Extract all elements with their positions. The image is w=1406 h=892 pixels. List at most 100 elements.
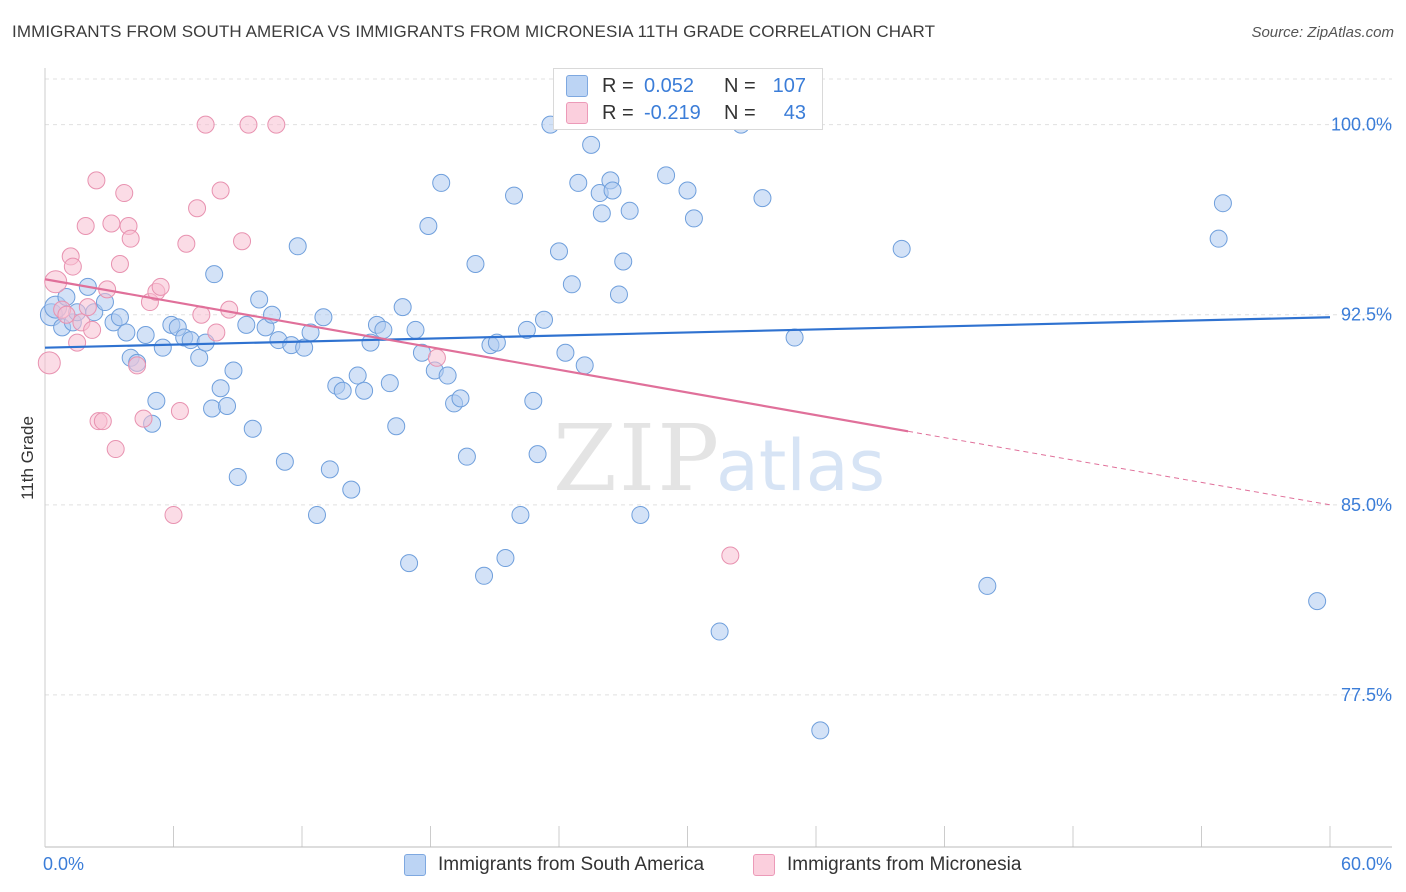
point-micronesia <box>151 277 170 296</box>
point-micronesia <box>164 505 183 524</box>
point-south-america <box>524 391 543 410</box>
point-south-america <box>348 366 367 385</box>
point-south-america <box>243 419 262 438</box>
point-micronesia <box>207 323 226 342</box>
point-south-america <box>295 338 314 357</box>
point-south-america <box>190 348 209 367</box>
point-micronesia <box>188 199 207 218</box>
point-south-america <box>535 310 554 329</box>
point-south-america <box>224 361 243 380</box>
watermark-atlas: atlas <box>716 425 885 507</box>
point-south-america <box>355 381 374 400</box>
point-micronesia <box>121 229 140 248</box>
point-south-america <box>631 505 650 524</box>
point-south-america <box>753 189 772 208</box>
point-south-america <box>374 320 393 339</box>
trend-line-micronesia <box>44 278 909 433</box>
tick-labels: 0.0% 60.0% 100.0% 92.5% 85.0% 77.5% <box>43 115 1392 874</box>
point-micronesia <box>93 412 112 431</box>
point-south-america <box>1213 194 1232 213</box>
point-micronesia <box>83 320 102 339</box>
point-south-america <box>117 323 136 342</box>
point-south-america <box>205 265 224 284</box>
point-south-america <box>288 237 307 256</box>
stats-legend: R = 0.052 N = 107 R = -0.219 N = 43 <box>553 68 823 130</box>
n-label: N = <box>724 101 756 124</box>
point-south-america <box>592 204 611 223</box>
legend-swatch-pink <box>566 102 588 124</box>
point-south-america <box>406 320 425 339</box>
point-south-america <box>320 460 339 479</box>
point-south-america <box>400 554 419 573</box>
point-south-america <box>1308 592 1327 611</box>
point-south-america <box>438 366 457 385</box>
point-south-america <box>110 308 129 327</box>
n-label: N = <box>724 74 756 97</box>
point-south-america <box>419 217 438 236</box>
point-micronesia <box>721 546 740 565</box>
point-micronesia <box>87 171 106 190</box>
r-value: -0.219 <box>644 101 701 124</box>
point-micronesia <box>78 298 97 317</box>
point-south-america <box>333 381 352 400</box>
point-south-america <box>528 445 547 464</box>
y-tick-label: 85.0% <box>1341 495 1392 515</box>
n-value: 107 <box>772 74 806 97</box>
point-micronesia <box>267 115 286 134</box>
point-south-america <box>432 173 451 192</box>
point-south-america <box>496 549 515 568</box>
point-south-america <box>211 379 230 398</box>
point-micronesia <box>68 333 87 352</box>
point-south-america <box>342 480 361 499</box>
point-south-america <box>153 338 172 357</box>
point-south-america <box>147 391 166 410</box>
point-south-america <box>218 396 237 415</box>
point-south-america <box>380 374 399 393</box>
x-tick-label-left: 0.0% <box>43 854 84 874</box>
point-south-america <box>475 566 494 585</box>
point-south-america <box>505 186 524 205</box>
point-micronesia <box>63 257 82 276</box>
point-micronesia <box>134 409 153 428</box>
point-south-america <box>550 242 568 261</box>
point-south-america <box>684 209 703 228</box>
point-south-america <box>451 389 470 408</box>
point-south-america <box>250 290 269 309</box>
point-micronesia <box>102 214 121 233</box>
data-points <box>37 115 1327 740</box>
point-micronesia <box>37 351 61 375</box>
point-south-america <box>457 447 476 466</box>
point-south-america <box>603 181 622 200</box>
point-south-america <box>466 255 485 274</box>
point-micronesia <box>110 255 129 274</box>
point-micronesia <box>128 356 147 375</box>
legend-label-micronesia: Immigrants from Micronesia <box>787 854 1022 875</box>
point-south-america <box>314 308 333 327</box>
point-south-america <box>136 326 155 344</box>
point-micronesia <box>170 402 189 421</box>
watermark: ZIP atlas <box>553 405 885 512</box>
trend-line-south-america <box>44 316 1331 349</box>
point-south-america <box>556 343 575 362</box>
y-tick-label: 92.5% <box>1341 305 1392 325</box>
x-tick-label-right: 60.0% <box>1341 854 1392 874</box>
legend-item-south-america[interactable]: Immigrants from South America <box>404 852 704 878</box>
point-south-america <box>1209 229 1228 248</box>
point-micronesia <box>233 232 252 251</box>
point-south-america <box>393 298 412 317</box>
point-south-america <box>892 239 911 258</box>
point-south-america <box>620 201 639 220</box>
point-micronesia <box>106 440 125 459</box>
legend-item-micronesia[interactable]: Immigrants from Micronesia <box>753 852 1021 878</box>
point-south-america <box>275 452 294 471</box>
point-south-america <box>582 135 601 154</box>
point-south-america <box>785 328 804 347</box>
point-south-america <box>181 331 200 350</box>
point-micronesia <box>196 115 215 134</box>
point-south-america <box>203 399 222 418</box>
point-south-america <box>517 320 536 339</box>
legend-swatch-blue <box>404 854 426 876</box>
watermark-zip: ZIP <box>553 405 721 512</box>
point-south-america <box>614 252 633 271</box>
